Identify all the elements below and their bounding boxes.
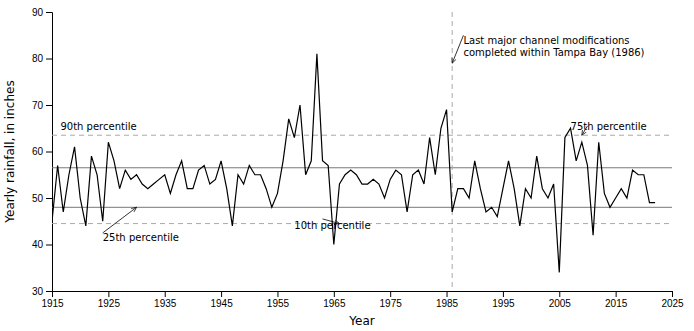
- x-tick: 2025: [661, 291, 684, 309]
- x-tick-label: 1965: [323, 298, 346, 309]
- rainfall-line: [52, 54, 655, 273]
- y-tick: 70: [32, 100, 52, 111]
- annotation: 10th percentile: [294, 220, 370, 231]
- x-tick: 1925: [98, 291, 121, 309]
- x-tick: 1935: [154, 291, 177, 309]
- y-tick-mark: [46, 59, 52, 60]
- reference-line: [52, 135, 672, 136]
- y-tick-label: 40: [32, 239, 44, 250]
- y-tick-label: 70: [32, 100, 44, 111]
- y-tick-label: 80: [32, 53, 44, 64]
- x-tick-mark: [503, 291, 504, 297]
- annotation: Last major channel modificationscomplete…: [463, 35, 644, 58]
- x-tick-mark: [221, 291, 222, 297]
- x-tick-label: 1985: [436, 298, 459, 309]
- x-tick-label: 1975: [380, 298, 403, 309]
- y-tick: 80: [32, 53, 52, 64]
- x-tick-mark: [108, 291, 109, 297]
- plot: 1915 1925 1935 1945 1955 1965 1975 1985 1995 2005…: [32, 7, 684, 309]
- y-tick-mark: [46, 198, 52, 199]
- x-axis-line: [53, 292, 673, 298]
- y-tick-label: 30: [32, 286, 44, 297]
- x-tick-label: 2005: [549, 298, 572, 309]
- x-tick: 1985: [436, 291, 459, 309]
- reference-line: [452, 12, 453, 291]
- arrow: [103, 207, 137, 233]
- y-tick: 50: [32, 193, 52, 204]
- y-tick-mark: [46, 12, 52, 13]
- x-tick: 2005: [549, 291, 572, 309]
- x-tick-mark: [616, 291, 617, 297]
- y-tick: 30: [32, 286, 52, 297]
- x-tick-label: 1925: [98, 298, 121, 309]
- x-tick-label: 2025: [661, 298, 684, 309]
- y-axis: 30 40 50 60 70 80 90: [32, 7, 53, 297]
- reference-line: [52, 207, 672, 208]
- y-tick-mark: [46, 291, 52, 292]
- x-tick-mark: [672, 291, 673, 297]
- x-axis: 1915 1925 1935 1945 1955 1965 1975 1985 1995 2005…: [41, 291, 684, 309]
- x-tick-mark: [447, 291, 448, 297]
- x-tick-label: 1945: [210, 298, 233, 309]
- x-tick: 1975: [380, 291, 403, 309]
- chart: 1915 1925 1935 1945 1955 1965 1975 1985 1995 2005…: [0, 0, 694, 331]
- y-tick-mark: [46, 245, 52, 246]
- x-tick: 1995: [492, 291, 515, 309]
- annotation: 75th percentile: [571, 121, 647, 132]
- annotation: 90th percentile: [60, 121, 136, 132]
- x-tick-mark: [390, 291, 391, 297]
- x-tick-label: 1995: [492, 298, 515, 309]
- x-tick-mark: [277, 291, 278, 297]
- x-tick-label: 2015: [605, 298, 628, 309]
- y-tick-label: 50: [32, 193, 44, 204]
- y-tick-mark: [46, 152, 52, 153]
- y-tick-mark: [46, 105, 52, 106]
- x-tick: 1955: [267, 291, 290, 309]
- y-axis-title: Yearly rainfall, in inches: [3, 80, 17, 223]
- y-tick: 40: [32, 239, 52, 250]
- x-tick-label: 1915: [41, 298, 64, 309]
- x-tick: 1945: [210, 291, 233, 309]
- y-tick: 60: [32, 146, 52, 157]
- marks: [52, 12, 672, 291]
- y-tick: 90: [32, 7, 52, 18]
- annotation: 25th percentile: [103, 232, 179, 243]
- y-tick-label: 60: [32, 146, 44, 157]
- x-tick: 2015: [605, 291, 628, 309]
- x-tick: 1915: [41, 291, 64, 309]
- reference-line: [52, 167, 672, 168]
- x-tick: 1965: [323, 291, 346, 309]
- x-tick-mark: [334, 291, 335, 297]
- annotations: 90th percentile 75th percentile 10th perce…: [60, 35, 646, 244]
- x-tick-label: 1935: [154, 298, 177, 309]
- x-axis-title: Year: [348, 314, 374, 328]
- y-tick-label: 90: [32, 7, 44, 18]
- x-tick-label: 1955: [267, 298, 290, 309]
- x-tick-mark: [165, 291, 166, 297]
- x-tick-mark: [559, 291, 560, 297]
- arrow: [452, 35, 463, 63]
- y-axis-line: [46, 13, 53, 292]
